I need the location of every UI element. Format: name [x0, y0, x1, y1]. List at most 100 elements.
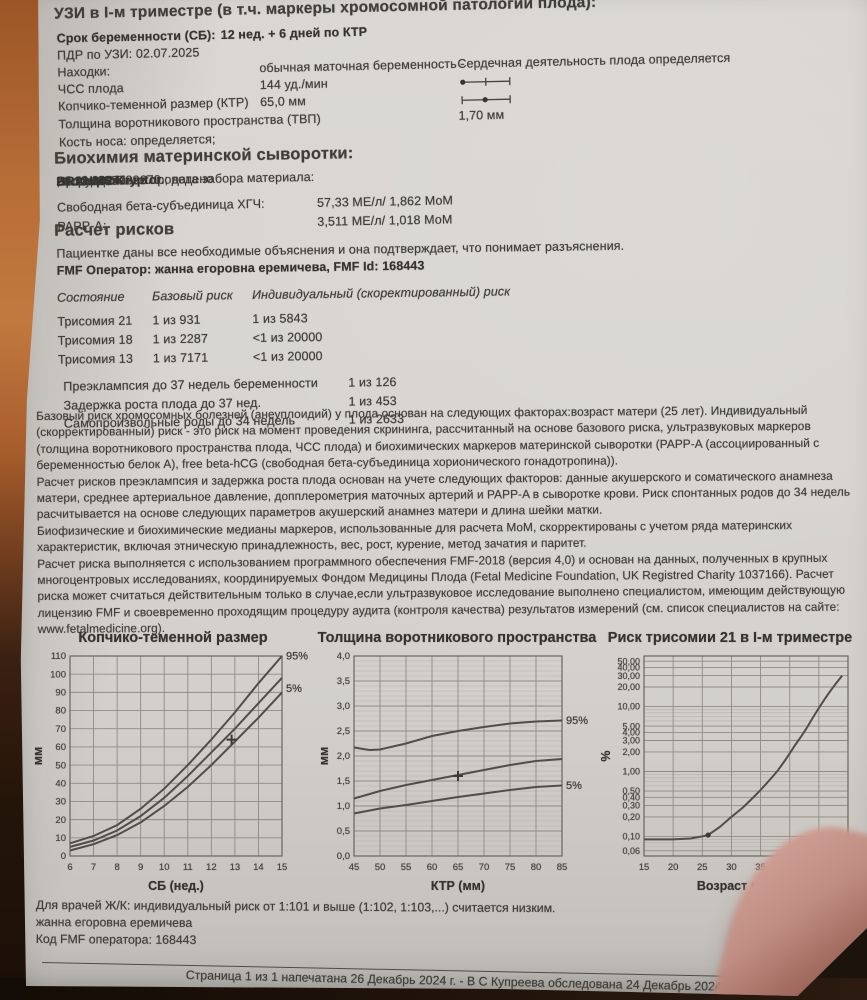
svg-text:40,00: 40,00 — [617, 663, 640, 673]
svg-text:50: 50 — [375, 862, 386, 873]
svg-text:0,20: 0,20 — [622, 812, 640, 822]
svg-text:%: % — [599, 750, 613, 761]
svg-text:50: 50 — [55, 760, 66, 771]
svg-text:0: 0 — [61, 851, 66, 862]
cell-individual-risk: <1 из 20000 — [252, 330, 323, 345]
svg-text:90: 90 — [55, 688, 66, 699]
svg-text:110: 110 — [51, 651, 66, 662]
svg-text:0,06: 0,06 — [622, 846, 640, 856]
svg-text:1,00: 1,00 — [622, 767, 640, 777]
svg-text:1,0: 1,0 — [337, 801, 350, 812]
nt-value: 1,70 мм — [458, 107, 505, 123]
row-crl: Копчико-теменной размер (КТР) 65,0 мм — [38, 82, 858, 118]
heart-rate-label: ЧСС плода — [57, 81, 124, 97]
svg-text:30: 30 — [55, 797, 66, 808]
svg-text:5%: 5% — [286, 683, 302, 695]
crl-value: 65,0 мм — [259, 94, 306, 110]
svg-text:СБ (нед.): СБ (нед.) — [148, 879, 204, 893]
svg-text:12: 12 — [206, 862, 217, 873]
svg-text:0,10: 0,10 — [622, 832, 640, 842]
svg-text:55: 55 — [401, 862, 412, 873]
svg-text:5,00: 5,00 — [622, 721, 640, 731]
svg-text:13: 13 — [230, 862, 241, 873]
header-base-risk: Базовый риск — [151, 288, 233, 304]
findings-label: Находки: — [57, 64, 111, 80]
chart-t21-title: Риск трисомии 21 в I-м триместре — [607, 630, 853, 646]
svg-text:3,5: 3,5 — [337, 676, 350, 687]
chart-crl-title: Копчико-теменной размер — [78, 630, 268, 646]
chart-nt-title: Толщина воротникового пространства — [317, 630, 597, 646]
svg-text:60: 60 — [55, 742, 66, 753]
svg-text:мм: мм — [317, 747, 331, 766]
svg-text:КТР (мм): КТР (мм) — [431, 879, 485, 893]
svg-text:6: 6 — [67, 862, 72, 873]
header-condition: Состояние — [56, 289, 125, 305]
section-explanation: Базовый риск хромосомных болезней (анеуп… — [36, 402, 858, 638]
svg-text:0,0: 0,0 — [337, 851, 350, 862]
svg-text:45: 45 — [349, 862, 360, 873]
heart-rate-range-indicator — [460, 77, 511, 86]
chart-crl-plot: 0 10 20 30 40 50 60 70 80 90 100 110 6 7 8 9 10 11 12 13 14 1… — [30, 648, 316, 900]
svg-text:10: 10 — [55, 833, 66, 844]
report-content: УЗИ в I-м триместре (в т.ч. маркеры хром… — [31, 0, 859, 996]
cell-base-risk: 1 из 2287 — [152, 331, 209, 347]
svg-text:60: 60 — [427, 862, 438, 873]
svg-text:3,0: 3,0 — [337, 701, 350, 712]
svg-text:2,00: 2,00 — [622, 747, 640, 757]
explanation-paragraph: Базовый риск хромосомных болезней (анеуп… — [36, 402, 820, 473]
footer-operator-code-text: Код FMF оператора: 168443 — [35, 931, 197, 947]
header-individual-risk: Индивидуальный (скоректированный) риск — [251, 284, 511, 302]
svg-text:25: 25 — [697, 862, 708, 873]
footer-note-text: Для врачей Ж/К: индивидуальный риск от 1… — [35, 898, 556, 916]
svg-text:11: 11 — [183, 862, 193, 873]
svg-text:95%: 95% — [286, 651, 308, 663]
svg-text:50,00: 50,00 — [617, 656, 640, 666]
svg-text:9: 9 — [138, 862, 143, 873]
svg-text:0,30: 0,30 — [622, 801, 640, 811]
svg-text:95%: 95% — [566, 715, 588, 727]
cell-base-risk: 1 из 7171 — [152, 350, 209, 366]
svg-text:7: 7 — [91, 862, 96, 873]
svg-text:20,00: 20,00 — [617, 682, 640, 692]
svg-text:0,5: 0,5 — [337, 826, 350, 837]
extra-risk-value: 1 из 126 — [348, 374, 397, 390]
svg-text:65: 65 — [453, 862, 464, 873]
explanation-paragraph: Расчет рисков преэклампсия и задержка ро… — [36, 468, 851, 522]
svg-text:80: 80 — [531, 862, 542, 873]
cell-individual-risk: <1 из 20000 — [252, 349, 323, 364]
svg-text:80: 80 — [55, 706, 66, 717]
svg-text:8: 8 — [114, 862, 119, 873]
section-charts: Копчико-теменной размер 0 10 20 30 40 50 60 70 8… — [30, 630, 862, 900]
cell-condition: Трисомия 13 — [57, 351, 134, 367]
svg-text:2,0: 2,0 — [337, 751, 350, 762]
svg-text:40: 40 — [55, 778, 66, 789]
svg-text:2,5: 2,5 — [337, 726, 350, 737]
equipment-name: BRAHMS Kryptor. — [56, 172, 165, 189]
extra-risk-label: Преэклампсия до 37 недель беременности — [63, 376, 319, 394]
svg-text:70: 70 — [479, 862, 490, 873]
svg-text:3,00: 3,00 — [622, 736, 640, 746]
row-heart-rate: ЧСС плода 144 уд./мин — [38, 65, 858, 100]
svg-text:85: 85 — [557, 862, 568, 873]
svg-text:20: 20 — [668, 862, 679, 873]
footer-operator-name-text: жанна егоровна еремичева — [35, 914, 193, 930]
svg-text:30,00: 30,00 — [617, 671, 640, 681]
crl-range-indicator — [461, 95, 511, 105]
svg-text:70: 70 — [55, 724, 66, 735]
free-bhcg-label: Свободная бета-субъединица ХГЧ: — [56, 196, 265, 215]
cell-condition: Трисомия 18 — [57, 332, 133, 348]
edd-value: ПДР по УЗИ: 02.07.2025 — [56, 45, 200, 63]
svg-text:20: 20 — [55, 815, 66, 826]
svg-text:4,0: 4,0 — [337, 651, 350, 662]
svg-text:5%: 5% — [566, 780, 582, 792]
svg-text:10: 10 — [159, 862, 170, 873]
chart-nt: Толщина воротникового пространства 0,0 0,… — [316, 630, 598, 900]
cell-individual-risk: 1 из 5843 — [252, 311, 308, 326]
gestational-age-label: Срок беременности (СБ): — [56, 28, 216, 46]
section-ultrasound: УЗИ в I-м триместре (в т.ч. маркеры хром… — [36, 0, 859, 153]
gestational-age-value: 12 нед. + 6 дней по КТР — [220, 24, 368, 42]
svg-text:0,50: 0,50 — [622, 786, 640, 796]
chart-crl: Копчико-теменной размер 0 10 20 30 40 50 60 70 8… — [30, 630, 316, 900]
